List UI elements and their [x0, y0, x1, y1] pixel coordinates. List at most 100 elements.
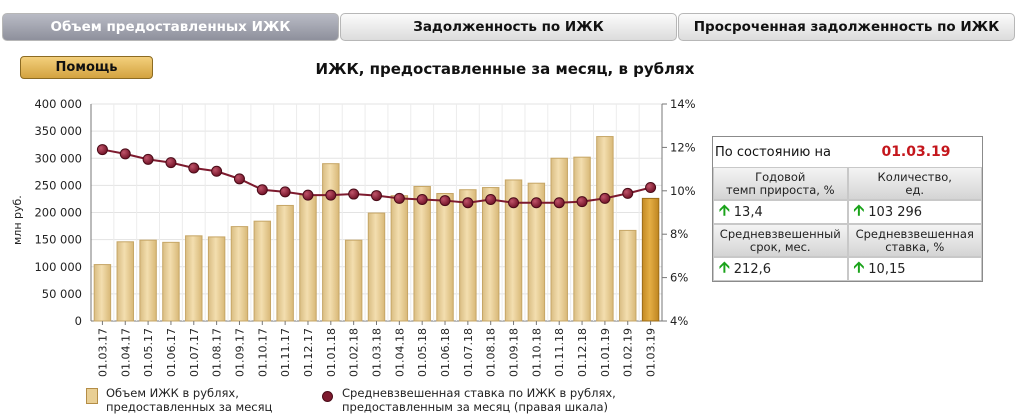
- bar: [390, 195, 409, 322]
- bar: [436, 193, 454, 322]
- x-tick-label: 01.11.17: [279, 328, 292, 377]
- y-tick-label: 150 000: [34, 233, 82, 247]
- bar: [481, 187, 500, 322]
- bar: [162, 241, 180, 322]
- rate-point: [530, 197, 542, 209]
- rate-point: [165, 157, 177, 169]
- rate-point: [439, 195, 451, 207]
- growth-value: 13,4: [733, 204, 763, 220]
- arrow-up-icon: 🡩: [719, 200, 730, 219]
- count-value: 103 296: [868, 204, 923, 220]
- x-tick-label: 01.06.17: [165, 328, 178, 377]
- bar: [185, 235, 203, 322]
- y-tick-label: 50 000: [42, 287, 82, 301]
- count-header-line2: ед.: [905, 182, 925, 197]
- bar: [116, 241, 134, 322]
- rate-point: [393, 192, 405, 204]
- bar: [344, 239, 363, 322]
- y-tick-label: 250 000: [34, 178, 82, 192]
- y-tick-label: 350 000: [34, 124, 82, 138]
- legend-bar-swatch: [86, 388, 98, 404]
- rate-point: [142, 153, 154, 165]
- rate-header-line1: Средневзвешенная: [855, 226, 974, 241]
- term-value-cell: 🡩 212,6: [713, 257, 848, 281]
- x-tick-label: 01.12.17: [302, 328, 315, 377]
- x-tick-label: 01.06.18: [439, 328, 452, 377]
- bar: [459, 189, 477, 322]
- x-tick-label: 01.08.18: [485, 328, 498, 377]
- arrow-up-icon: 🡩: [719, 257, 730, 276]
- term-header-line1: Средневзвешенный: [719, 226, 841, 241]
- rate-point: [233, 173, 245, 185]
- bar: [93, 264, 112, 322]
- x-tick-label: 01.09.18: [508, 328, 521, 377]
- rate-point: [371, 190, 382, 202]
- rate-point: [553, 197, 565, 209]
- rate-point: [416, 193, 428, 205]
- as-of-row: По состоянию на 01.03.19: [713, 137, 982, 167]
- x-tick-label: 01.02.19: [622, 328, 635, 377]
- term-value: 212,6: [733, 261, 771, 277]
- rate-header-line2: ставка, %: [885, 239, 945, 254]
- x-tick-label: 01.09.17: [233, 328, 246, 377]
- bar: [619, 229, 637, 322]
- rate-point: [256, 184, 268, 196]
- rate-point: [325, 189, 337, 201]
- y-tick-label: 100 000: [34, 260, 82, 274]
- rate-point: [462, 197, 474, 209]
- legend-volume-line2: предоставленных за месяц: [106, 400, 273, 414]
- help-button[interactable]: Помощь: [20, 56, 153, 79]
- chart-title: ИЖК, предоставленные за месяц, в рублях: [315, 60, 695, 78]
- bar: [322, 163, 340, 322]
- count-header: Количество, ед.: [847, 167, 982, 200]
- x-tick-label: 01.08.17: [211, 328, 224, 377]
- bar: [413, 185, 431, 322]
- growth-header: Годовой темп прироста, %: [713, 167, 848, 200]
- x-tick-label: 01.02.18: [348, 328, 361, 377]
- x-tick-label: 01.12.18: [576, 328, 589, 377]
- y2-tick-label: 14%: [670, 97, 696, 111]
- x-tick-label: 01.10.18: [530, 328, 543, 377]
- rate-point: [348, 188, 360, 200]
- bar: [207, 236, 226, 322]
- as-of-label: По состоянию на: [715, 144, 831, 160]
- x-tick-label: 01.05.18: [416, 328, 429, 377]
- as-of-date: 01.03.19: [881, 144, 951, 160]
- rate-point: [599, 192, 611, 204]
- tab-debt[interactable]: Задолженность по ИЖК: [340, 13, 677, 41]
- chart-canvas: 0 50 000 100 000 150 000 200 000 250 000 300 0…: [34, 97, 696, 377]
- x-tick-label: 01.01.18: [325, 328, 338, 377]
- y2-tick-label: 6%: [670, 271, 688, 285]
- rate-point: [576, 196, 588, 208]
- rate-point: [188, 162, 200, 174]
- rate-point: [645, 182, 657, 194]
- count-header-line1: Количество,: [877, 169, 952, 184]
- growth-value-cell: 🡩 13,4: [713, 200, 848, 224]
- tab-bar: Объем предоставленных ИЖК Задолженность …: [2, 13, 1015, 43]
- bar: [139, 239, 157, 322]
- bar: [641, 197, 660, 322]
- y2-tick-label: 4%: [670, 314, 688, 328]
- x-tick-label: 01.11.18: [553, 328, 566, 377]
- legend-rate-line2: предоставленным за месяц (правая шкала): [342, 400, 609, 414]
- bar: [299, 194, 317, 322]
- x-tick-label: 01.03.17: [96, 328, 109, 377]
- y2-tick-label: 12%: [670, 140, 696, 154]
- rate-header: Средневзвешенная ставка, %: [847, 224, 982, 257]
- bar: [367, 212, 386, 322]
- arrow-up-icon: 🡩: [853, 257, 865, 276]
- x-tick-label: 01.03.19: [645, 328, 658, 377]
- rate-point: [508, 197, 520, 209]
- legend-item-volume: Объем ИЖК в рублях, предоставленных за м…: [86, 386, 316, 414]
- legend-dot-swatch: [322, 391, 333, 402]
- y2-tick-label: 10%: [670, 184, 696, 198]
- x-tick-label: 01.10.17: [256, 328, 269, 377]
- tab-overdue-debt[interactable]: Просроченная задолженность по ИЖК: [678, 13, 1015, 41]
- x-tick-label: 01.04.18: [393, 328, 406, 377]
- legend-item-rate: Средневзвешенная ставка по ИЖК в рублях,…: [322, 386, 662, 414]
- x-tick-label: 01.07.17: [188, 328, 201, 377]
- rate-point: [279, 186, 291, 198]
- x-tick-label: 01.07.18: [462, 328, 475, 377]
- bar: [253, 220, 272, 322]
- tab-volume[interactable]: Объем предоставленных ИЖК: [2, 13, 339, 41]
